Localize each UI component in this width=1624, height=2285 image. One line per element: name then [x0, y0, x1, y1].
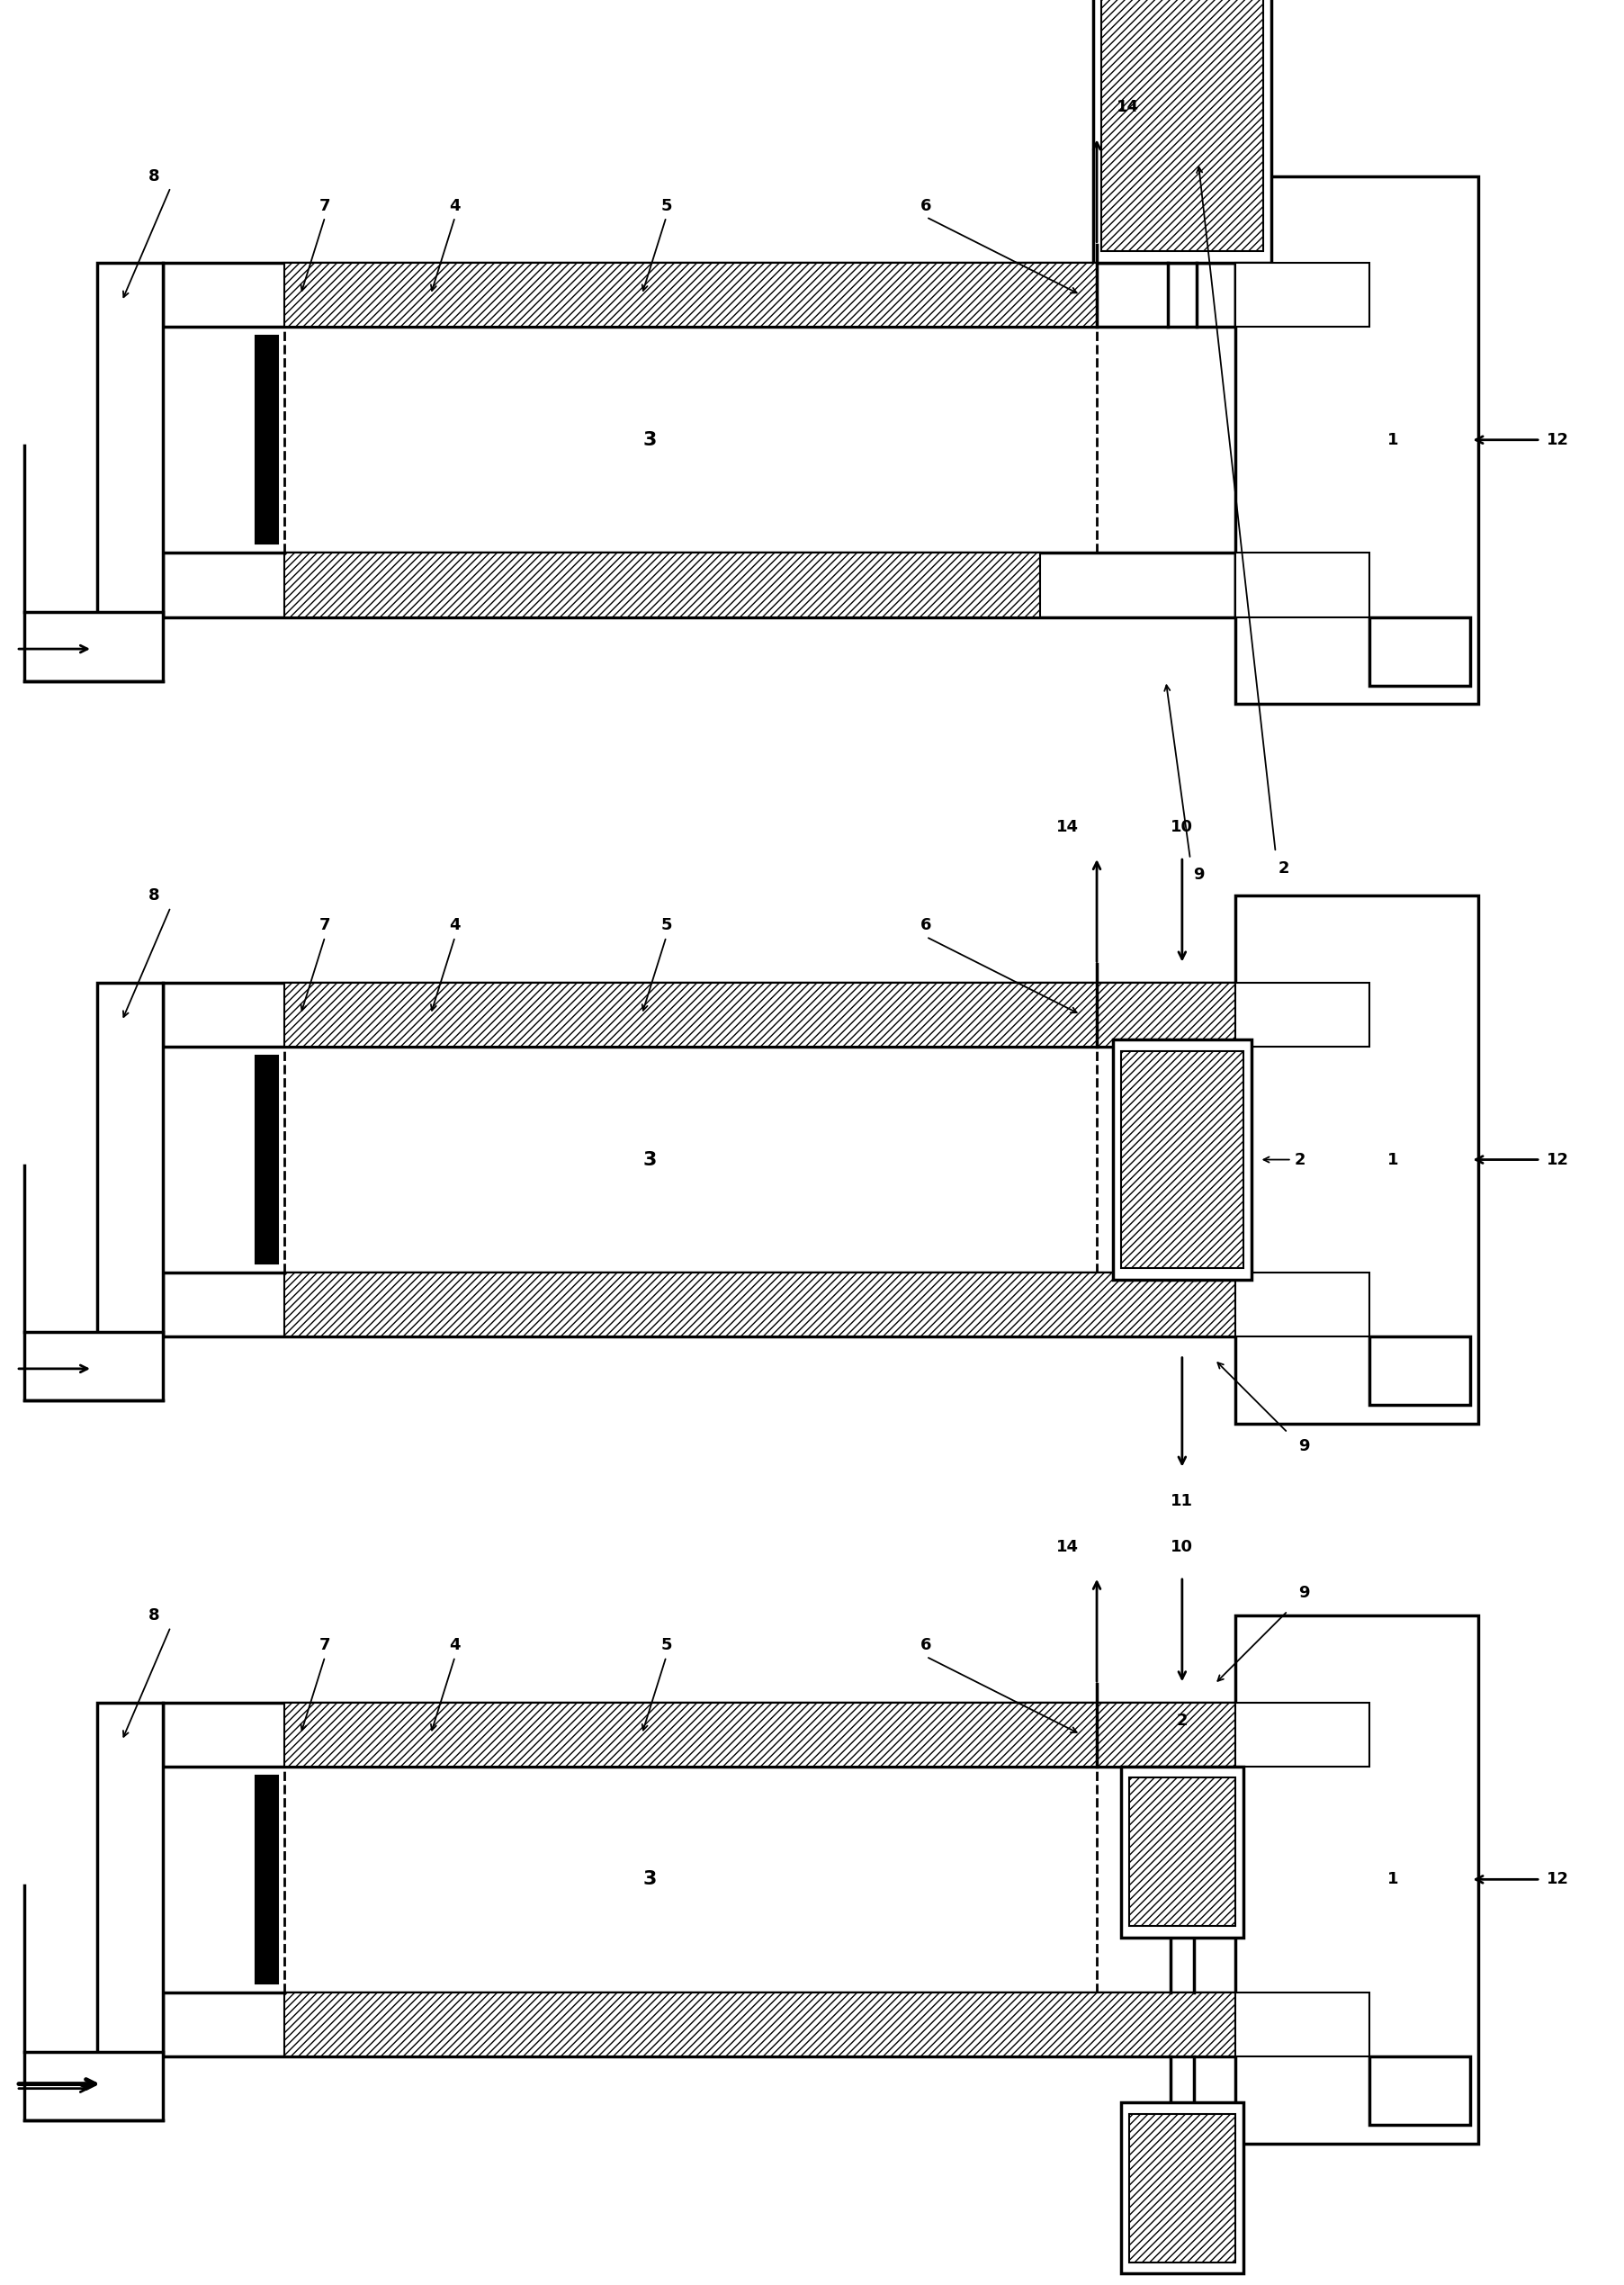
Bar [1367, 1337, 1470, 1405]
Text: 3: 3 [643, 1152, 656, 1168]
Bar [284, 1993, 1234, 2056]
Bar [97, 1702, 162, 2057]
Bar [1121, 2102, 1242, 2274]
Bar [1121, 1766, 1242, 1938]
Text: 7: 7 [320, 197, 330, 215]
Bar [284, 553, 1039, 617]
Bar [284, 263, 1096, 327]
Bar [97, 263, 162, 617]
Bar [255, 1775, 278, 1983]
Text: 4: 4 [450, 197, 460, 215]
Bar [162, 983, 1234, 1047]
Bar [1234, 896, 1478, 1424]
Bar [1234, 263, 1367, 327]
Text: 4: 4 [450, 1636, 460, 1654]
Bar [1234, 176, 1478, 704]
Text: 12: 12 [1546, 432, 1569, 448]
Text: 5: 5 [661, 197, 671, 215]
Text: 9: 9 [1298, 1437, 1309, 1456]
Bar [1129, 2114, 1234, 2262]
Bar [284, 1702, 1234, 1766]
Text: 14: 14 [1056, 818, 1078, 836]
Bar [1234, 1702, 1367, 1766]
Bar [162, 263, 1234, 327]
Bar [1234, 983, 1367, 1047]
Bar [1234, 1615, 1478, 2143]
Bar [284, 983, 1234, 1047]
Bar [284, 1273, 1234, 1337]
Bar [1121, 1051, 1242, 1268]
Text: 6: 6 [921, 197, 931, 215]
Bar [162, 553, 1234, 617]
Bar [1112, 1040, 1250, 1280]
Text: 7: 7 [320, 916, 330, 935]
Text: 9: 9 [1298, 1584, 1309, 1602]
Text: 6: 6 [921, 1636, 931, 1654]
Text: 2: 2 [1294, 1152, 1304, 1168]
Text: 7: 7 [320, 1636, 330, 1654]
Bar [162, 1702, 1234, 1766]
Bar [1129, 1778, 1234, 1926]
Text: 8: 8 [149, 167, 159, 185]
Bar [162, 1993, 1234, 2056]
Text: 1: 1 [1387, 432, 1398, 448]
Text: 14: 14 [1056, 1538, 1078, 1556]
Text: 2: 2 [1278, 859, 1288, 877]
Text: 9: 9 [1192, 866, 1203, 884]
Bar [1234, 1273, 1367, 1337]
Text: 1: 1 [1387, 1152, 1398, 1168]
Text: 12: 12 [1546, 1871, 1569, 1887]
Bar [1367, 2056, 1470, 2125]
Text: 8: 8 [149, 1606, 159, 1625]
Bar [1101, 0, 1263, 251]
Text: 3: 3 [643, 432, 656, 448]
Text: 10: 10 [1171, 1538, 1192, 1556]
Text: 14: 14 [1116, 98, 1138, 117]
Text: 5: 5 [661, 916, 671, 935]
Bar [97, 983, 162, 1337]
Text: 11: 11 [1171, 1492, 1192, 1510]
Text: 8: 8 [149, 887, 159, 905]
Bar [255, 1056, 278, 1264]
Bar [24, 1332, 162, 1401]
Bar [255, 336, 278, 544]
Bar [1234, 553, 1367, 617]
Text: 3: 3 [643, 1871, 656, 1887]
Text: 5: 5 [661, 1636, 671, 1654]
Text: 2: 2 [1176, 1711, 1187, 1730]
Text: 4: 4 [450, 916, 460, 935]
Text: 1: 1 [1387, 1871, 1398, 1887]
Bar [24, 612, 162, 681]
Text: 10: 10 [1171, 818, 1192, 836]
Bar [24, 2052, 162, 2120]
Bar [1091, 0, 1270, 263]
Bar [1234, 1993, 1367, 2056]
Bar [1367, 617, 1470, 686]
Bar [162, 1273, 1234, 1337]
Text: 12: 12 [1546, 1152, 1569, 1168]
Text: 6: 6 [921, 916, 931, 935]
